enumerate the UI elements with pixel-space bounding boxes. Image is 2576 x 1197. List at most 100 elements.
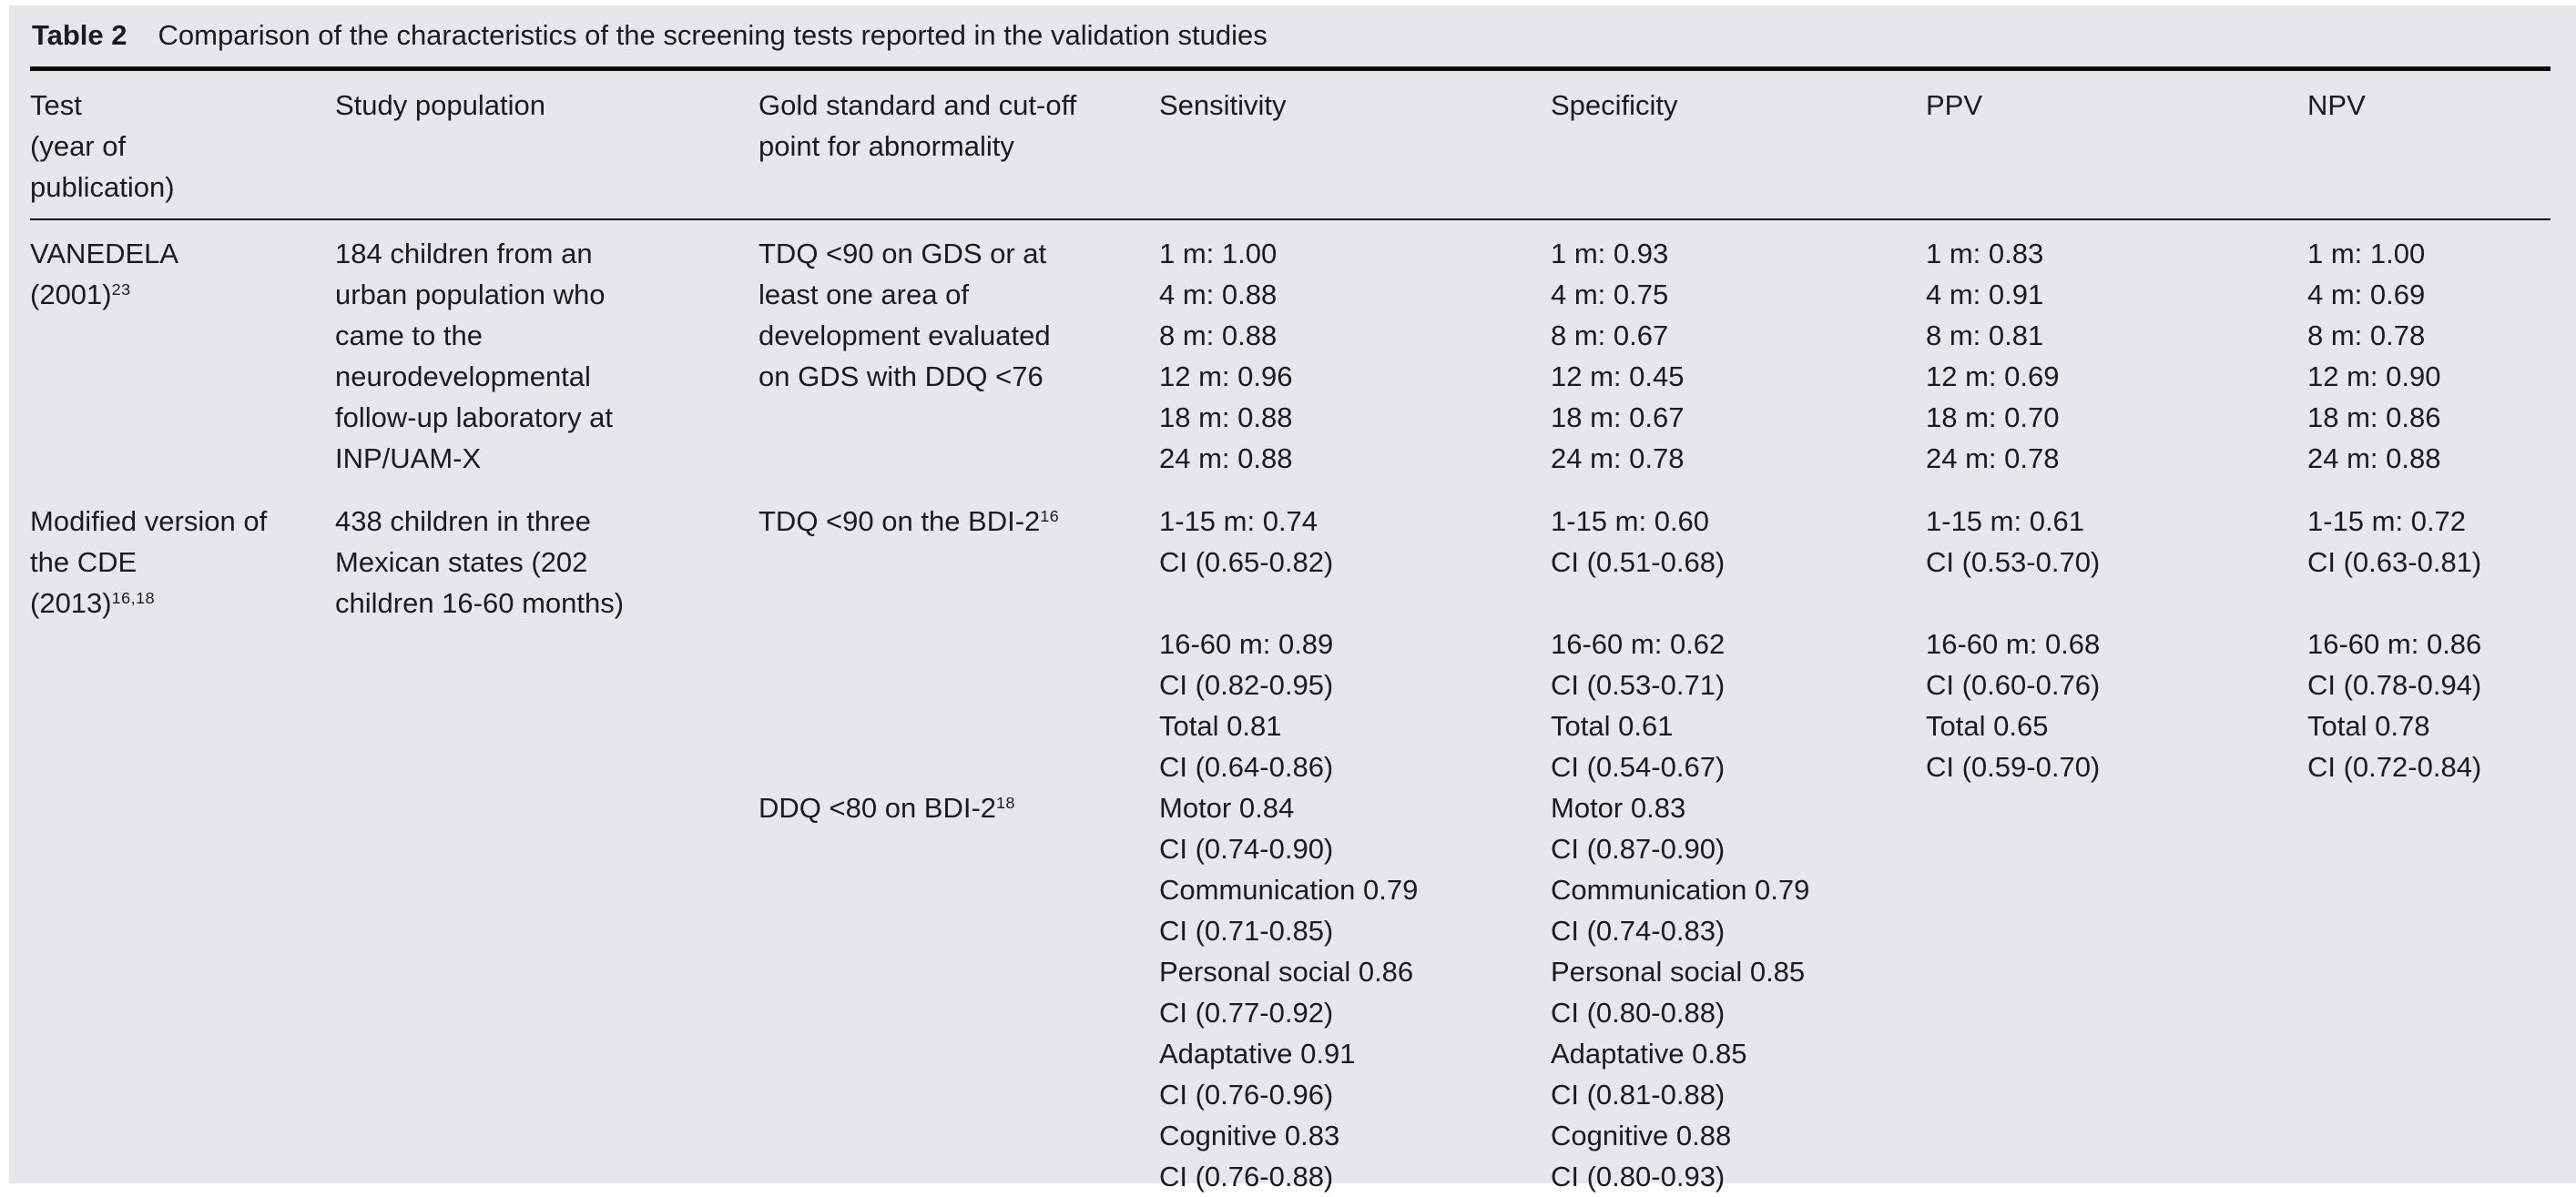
gold-line-text: TDQ <90 on GDS or at (759, 238, 1046, 269)
sensitivity-line-text: CI (0.82-0.95) (1159, 669, 1333, 701)
column-header-line-text: PPV (1926, 89, 1982, 121)
column-header-ppv: PPV (1926, 85, 2307, 208)
specificity-line-text: Adaptative 0.85 (1551, 1038, 1746, 1070)
column-header-line: Specificity (1551, 85, 1926, 126)
cell-gold-section-1: TDQ <90 on the BDI-216 (759, 501, 1159, 787)
reference-superscript: 18 (996, 794, 1015, 812)
specificity-line-text: CI (0.54-0.67) (1551, 751, 1725, 783)
sensitivity-line: CI (0.82-0.95) (1159, 664, 1551, 705)
table-title-text: Comparison of the characteristics of the… (158, 19, 1268, 51)
npv-line-text: CI (0.63-0.81) (2307, 546, 2481, 578)
npv-line-text: CI (0.78-0.94) (2307, 669, 2481, 701)
ppv-line: Total 0.65 (1926, 705, 2307, 746)
population-line: urban population who (335, 274, 759, 315)
ppv-line: CI (0.60-0.76) (1926, 664, 2307, 705)
specificity-line: 12 m: 0.45 (1551, 356, 1926, 397)
sensitivity-line-text: 1-15 m: 0.74 (1159, 505, 1318, 537)
test-line-text: Modified version of (30, 505, 267, 537)
ppv-line-text: 24 m: 0.78 (1926, 442, 2059, 474)
reference-superscript: 16 (1040, 507, 1059, 525)
population-line-text: follow-up laboratory at (335, 401, 613, 433)
gold-line: TDQ <90 on the BDI-216 (759, 501, 1159, 542)
specificity-line-text: Personal social 0.85 (1551, 956, 1805, 988)
specificity-line-text: 8 m: 0.67 (1551, 320, 1668, 351)
column-header-line-text: publication) (30, 171, 175, 203)
sensitivity-line: 1 m: 1.00 (1159, 233, 1551, 274)
gold-line-text: development evaluated (759, 320, 1051, 351)
specificity-line-text: CI (0.81-0.88) (1551, 1079, 1725, 1111)
npv-line: CI (0.72-0.84) (2307, 746, 2551, 787)
sensitivity-line: 24 m: 0.88 (1159, 438, 1551, 479)
ppv-line-text: 8 m: 0.81 (1926, 320, 2043, 351)
sensitivity-line: Motor 0.84 (1159, 787, 1551, 828)
sensitivity-line: Personal social 0.86 (1159, 951, 1551, 992)
sensitivity-line-text: Motor 0.84 (1159, 792, 1294, 824)
population-line-text: neurodevelopmental (335, 360, 591, 392)
specificity-line-text: Cognitive 0.88 (1551, 1120, 1731, 1151)
gold-line-text: least one area of (759, 279, 969, 310)
sensitivity-line-text: Adaptative 0.91 (1159, 1038, 1355, 1070)
specificity-line: CI (0.80-0.93) (1551, 1156, 1926, 1197)
sensitivity-line-text: Personal social 0.86 (1159, 956, 1413, 988)
npv-line: CI (0.78-0.94) (2307, 664, 2551, 705)
sensitivity-line-text: CI (0.76-0.96) (1159, 1079, 1333, 1111)
specificity-line: Cognitive 0.88 (1551, 1115, 1926, 1156)
specificity-line: Personal social 0.85 (1551, 951, 1926, 992)
sensitivity-line-text: 24 m: 0.88 (1159, 442, 1292, 474)
sensitivity-line (1159, 583, 1551, 624)
population-line-text: urban population who (335, 279, 605, 310)
npv-line (2307, 583, 2551, 624)
specificity-line-text: CI (0.74-0.83) (1551, 915, 1725, 947)
specificity-line: 1 m: 0.93 (1551, 233, 1926, 274)
ppv-line-text (1926, 587, 1934, 619)
sensitivity-line: Total 0.81 (1159, 705, 1551, 746)
sensitivity-line: CI (0.76-0.96) (1159, 1074, 1551, 1115)
specificity-line-text: 24 m: 0.78 (1551, 442, 1684, 474)
sensitivity-line: 8 m: 0.88 (1159, 315, 1551, 356)
test-line: the CDE (30, 542, 335, 583)
population-line-text: Mexican states (202 (335, 546, 587, 578)
npv-line: 18 m: 0.86 (2307, 397, 2551, 438)
specificity-line-text: 18 m: 0.67 (1551, 401, 1684, 433)
npv-line: 1 m: 1.00 (2307, 233, 2551, 274)
test-line-text: the CDE (30, 546, 137, 578)
gold-line: on GDS with DDQ <76 (759, 356, 1159, 397)
npv-line-text: CI (0.72-0.84) (2307, 751, 2481, 783)
cell-study-population: 438 children in three Mexican states (202… (335, 501, 759, 1197)
specificity-line: 1-15 m: 0.60 (1551, 501, 1926, 542)
population-line-text: came to the (335, 320, 483, 351)
ppv-line-text: Total 0.65 (1926, 710, 2048, 742)
column-header-line-text: point for abnormality (759, 130, 1014, 162)
sensitivity-line-text: CI (0.77-0.92) (1159, 997, 1333, 1029)
npv-line-text: 1 m: 1.00 (2307, 238, 2425, 269)
population-line: INP/UAM-X (335, 438, 759, 479)
column-header-line-text: (year of (30, 130, 126, 162)
population-line: Mexican states (202 (335, 542, 759, 583)
ppv-line: 8 m: 0.81 (1926, 315, 2307, 356)
sensitivity-line: Adaptative 0.91 (1159, 1033, 1551, 1074)
gold-line: TDQ <90 on GDS or at (759, 233, 1159, 274)
specificity-line (1551, 583, 1926, 624)
specificity-line: Total 0.61 (1551, 705, 1926, 746)
population-line-text: 438 children in three (335, 505, 591, 537)
ppv-line-text: CI (0.53-0.70) (1926, 546, 2100, 578)
specificity-line: 4 m: 0.75 (1551, 274, 1926, 315)
sensitivity-line: 1-15 m: 0.74 (1159, 501, 1551, 542)
column-header-specificity: Specificity (1551, 85, 1926, 208)
ppv-line-text: CI (0.60-0.76) (1926, 669, 2100, 701)
sensitivity-line: 12 m: 0.96 (1159, 356, 1551, 397)
reference-superscript: 23 (112, 280, 131, 299)
